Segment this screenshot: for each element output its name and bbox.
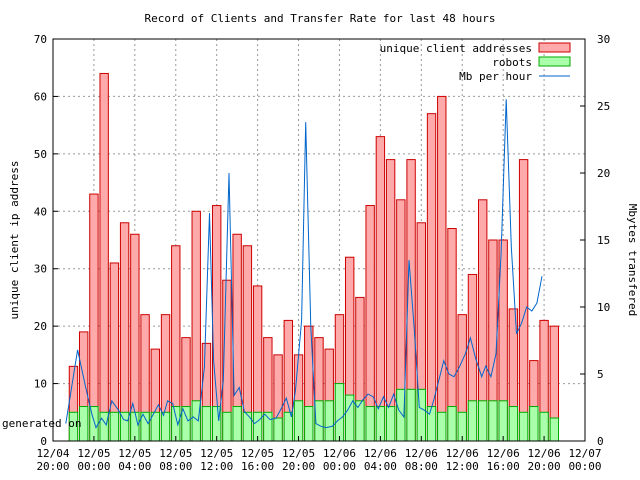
legend-label: robots [492,56,532,69]
bar-robots [263,411,273,442]
x-tick-label-time: 08:00 [405,460,438,473]
bar-unique-clients [365,205,375,442]
bar-robots [385,406,396,442]
bar-robots [242,411,253,442]
transfer-line [65,99,543,429]
bar-robots [498,400,508,442]
x-tick-label-date: 12/06 [364,447,397,460]
bar-robots [477,400,488,442]
bar-unique-clients [89,193,99,442]
bar-robots [191,400,201,442]
bar-robots [293,400,304,442]
y-tick-label: 50 [34,148,47,161]
y2-tick-label: 5 [597,368,604,381]
legend-label: unique client addresses [380,42,532,55]
bar-unique-clients [385,159,396,442]
y2-tick-label: 30 [597,33,610,46]
y-tick-label: 60 [34,90,47,103]
bar-robots [99,411,109,442]
y-tick-label: 30 [34,263,47,276]
x-tick-label-time: 08:00 [159,460,192,473]
bar-robots [201,406,212,442]
bar-robots [222,411,232,442]
y-tick-label: 20 [34,320,47,333]
bar-robots [549,417,560,442]
y2-tick-label: 0 [597,435,604,448]
bar-unique-clients [426,113,437,442]
x-tick-label-time: 00:00 [568,460,601,473]
x-tick-label-date: 12/04 [36,447,69,460]
x-tick-label-date: 12/05 [118,447,151,460]
bar-unique-clients [518,159,529,442]
x-tick-label-time: 04:00 [364,460,397,473]
bar-robots [488,400,498,442]
bars [68,72,560,442]
y-tick-label: 10 [34,378,47,391]
x-tick-label-date: 12/06 [405,447,438,460]
y-tick-label: 0 [40,435,47,448]
x-tick-label-date: 12/06 [323,447,356,460]
bar-unique-clients [437,95,447,442]
x-tick-label-date: 12/05 [159,447,192,460]
bar-robots [518,411,529,442]
x-tick-label-date: 12/07 [568,447,601,460]
bar-unique-clients [99,72,109,442]
x-tick-label-time: 20:00 [36,460,69,473]
x-tick-label-time: 16:00 [241,460,274,473]
bar-robots [304,406,314,442]
y2-tick-label: 20 [597,167,610,180]
bar-robots [447,406,457,442]
x-tick-label-time: 12:00 [200,460,233,473]
y2-tick-label: 25 [597,100,610,113]
legend-label: Mb per hour [459,70,532,83]
x-tick-label-time: 20:00 [282,460,315,473]
bar-robots [181,406,191,442]
x-tick-label-date: 12/06 [446,447,479,460]
bar-robots [334,383,345,442]
y-tick-label: 70 [34,33,47,46]
bar-unique-clients [375,136,386,442]
footer-text: generated on [2,417,81,430]
x-tick-label-time: 16:00 [487,460,520,473]
bar-unique-clients [211,205,222,442]
bar-robots [324,400,334,442]
y2-axis-label: Mbytes transfered [626,204,639,317]
bar-robots [426,406,437,442]
bar-robots [109,411,120,442]
x-tick-label-date: 12/06 [528,447,561,460]
y-axis-label: unique client ip address [8,161,21,320]
bar-robots [375,406,386,442]
bar-robots [365,406,375,442]
x-tick-label-time: 00:00 [323,460,356,473]
x-tick-label-date: 12/05 [241,447,274,460]
y-tick-label: 40 [34,205,47,218]
x-tick-label-date: 12/06 [487,447,520,460]
bar-robots [508,406,519,442]
line-mb-per-hour [65,99,543,429]
x-tick-label-time: 00:00 [77,460,110,473]
legend-swatch [538,56,571,67]
x-tick-label-date: 12/05 [200,447,233,460]
bar-robots [437,411,447,442]
legend-swatch [538,42,571,53]
y2-tick-label: 10 [597,301,610,314]
bar-robots [467,400,478,442]
bar-robots [232,406,242,442]
bar-robots [273,417,283,442]
bar-robots [406,388,416,442]
x-tick-label-time: 04:00 [118,460,151,473]
chart-title: Record of Clients and Transfer Rate for … [145,12,496,25]
bar-robots [171,406,181,442]
bar-robots [529,406,539,442]
x-tick-label-date: 12/05 [77,447,110,460]
bar-robots [160,411,171,442]
x-tick-label-time: 20:00 [528,460,561,473]
axis-ticks: 01020304050607005101520253012/0420:0012/… [34,33,611,473]
y2-tick-label: 15 [597,234,610,247]
bar-unique-clients [119,222,130,442]
x-tick-label-date: 12/05 [282,447,315,460]
x-tick-label-time: 12:00 [446,460,479,473]
